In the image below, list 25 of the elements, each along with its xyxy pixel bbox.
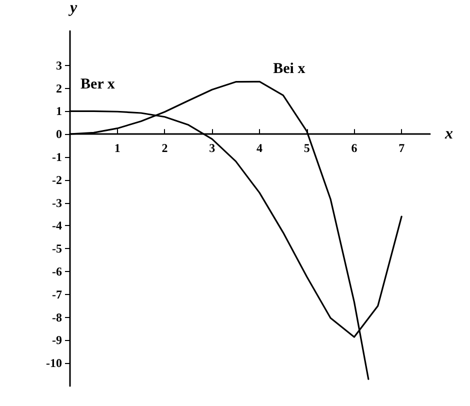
x-tick-label: 3	[209, 141, 216, 156]
x-axis-title: x	[444, 126, 453, 143]
x-tick-label: 7	[398, 141, 405, 156]
x-tick-label: 1	[114, 141, 120, 156]
y-tick-label: -10	[46, 356, 62, 370]
y-tick-label: -3	[52, 196, 62, 210]
y-tick-label: -2	[52, 172, 62, 187]
y-axis-title: y	[68, 0, 78, 16]
x-tick-label: 2	[162, 141, 168, 156]
y-tick-label: -6	[52, 264, 62, 278]
x-tick-label: 4	[256, 141, 262, 156]
y-tick-label: -7	[52, 287, 62, 302]
series-label: Ber x	[80, 76, 116, 93]
y-tick-label: -9	[52, 333, 62, 348]
y-tick-label: 3	[56, 58, 62, 72]
series-label: Bei x	[273, 60, 306, 77]
y-tick-label: -4	[52, 218, 62, 233]
y-tick-label: 0	[56, 127, 62, 142]
y-tick-label: 1	[56, 104, 62, 118]
y-tick-label: -1	[52, 150, 62, 164]
y-tick-label: -8	[52, 310, 62, 324]
y-tick-label: -5	[52, 242, 62, 256]
y-tick-label: 2	[56, 81, 62, 96]
x-tick-label: 5	[304, 141, 310, 156]
x-tick-label: 6	[351, 141, 358, 156]
